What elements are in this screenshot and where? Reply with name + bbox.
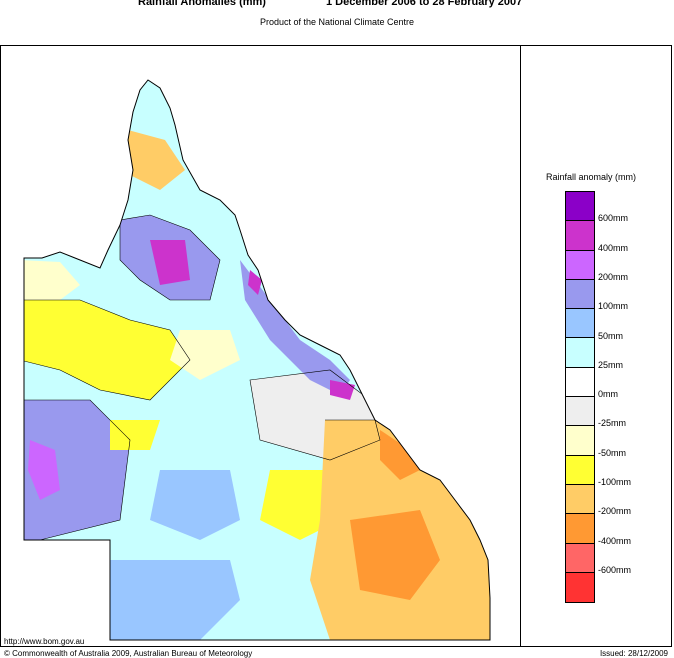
legend-swatch bbox=[566, 338, 594, 368]
legend-title: Rainfall anomaly (mm) bbox=[546, 172, 637, 182]
legend-label: 100mm bbox=[598, 301, 629, 312]
legend-label: -600mm bbox=[598, 564, 632, 575]
legend-label: 400mm bbox=[598, 242, 629, 253]
issued-date: Issued: 28/12/2009 bbox=[599, 649, 668, 658]
queensland-anomaly-map bbox=[23, 79, 491, 641]
map-title: Rainfall Anomalies (mm) bbox=[138, 0, 266, 8]
map-period: 1 December 2006 to 28 February 2007 bbox=[326, 0, 523, 8]
legend-label: 200mm bbox=[598, 271, 629, 282]
legend-label: -25mm bbox=[598, 418, 627, 429]
anomaly-fill bbox=[24, 80, 490, 640]
legend-swatch bbox=[566, 455, 594, 485]
legend-label: 25mm bbox=[598, 359, 624, 370]
legend-divider bbox=[520, 45, 521, 647]
source-url: http://www.bom.gov.au bbox=[4, 637, 85, 646]
legend-swatch bbox=[566, 279, 594, 310]
map-subtitle: Product of the National Climate Centre bbox=[259, 17, 415, 27]
legend-swatch bbox=[566, 250, 594, 280]
legend-swatch bbox=[566, 572, 594, 603]
legend-swatch bbox=[566, 367, 594, 398]
legend-label: -400mm bbox=[598, 535, 632, 546]
legend-swatch bbox=[566, 397, 594, 427]
legend-color-bar bbox=[565, 191, 595, 604]
legend-label: -100mm bbox=[598, 477, 632, 487]
legend-swatch bbox=[566, 426, 594, 456]
legend-swatch bbox=[566, 221, 594, 251]
copyright-notice: © Commonwealth of Australia 2009, Austra… bbox=[4, 649, 253, 658]
legend-swatch bbox=[566, 514, 594, 544]
legend-swatch bbox=[566, 543, 594, 573]
legend-label: 0mm bbox=[598, 389, 618, 400]
legend-label: 50mm bbox=[598, 330, 624, 341]
legend-label: -200mm bbox=[598, 506, 632, 517]
map-frame bbox=[0, 45, 672, 647]
legend-swatch bbox=[566, 309, 594, 339]
legend-label: -50mm bbox=[598, 447, 627, 458]
legend-label: 600mm bbox=[598, 213, 629, 224]
legend-swatch bbox=[566, 484, 594, 515]
legend-swatch bbox=[566, 192, 594, 222]
